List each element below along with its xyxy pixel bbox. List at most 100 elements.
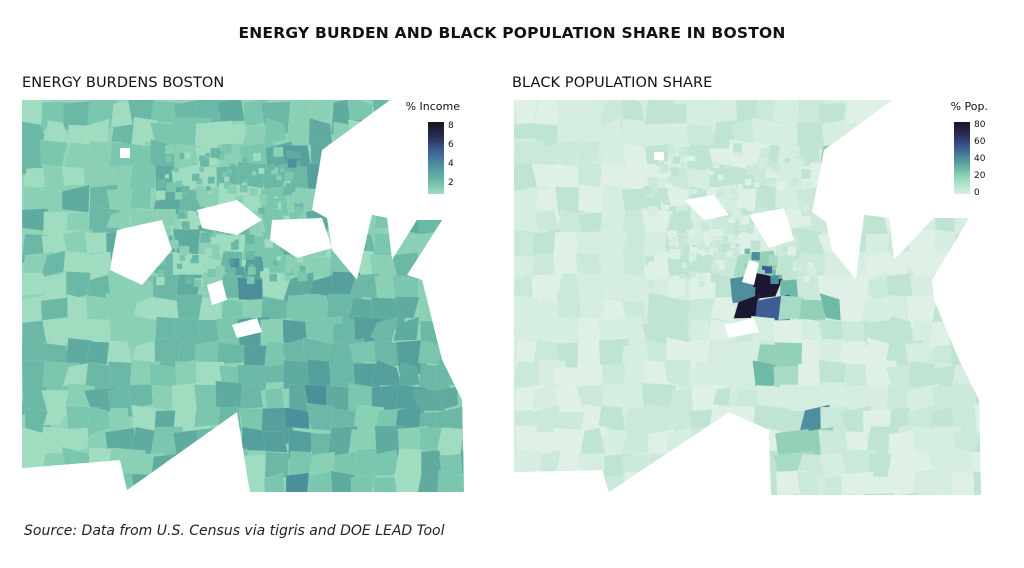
tract xyxy=(729,472,765,495)
tract xyxy=(458,361,464,385)
legend-title: % Pop. xyxy=(950,100,988,113)
tract xyxy=(645,256,655,265)
tract xyxy=(306,469,340,492)
tract xyxy=(974,404,981,434)
tract xyxy=(733,143,743,153)
tract xyxy=(42,316,71,346)
tract xyxy=(248,267,256,275)
tract xyxy=(666,184,690,207)
tract xyxy=(263,431,289,453)
tract xyxy=(347,119,382,153)
tract xyxy=(709,187,717,195)
tract xyxy=(192,215,203,226)
tract xyxy=(649,184,658,192)
tract xyxy=(954,208,981,235)
tract xyxy=(263,262,269,269)
tract xyxy=(678,148,688,157)
legend-title: % Income xyxy=(405,100,460,113)
legend-tick-label: 8 xyxy=(448,120,454,131)
tract xyxy=(800,216,811,226)
tract xyxy=(784,158,790,164)
tract xyxy=(713,240,721,248)
tract xyxy=(574,231,602,254)
legend-black-share: % Pop. 80 60 40 20 0 xyxy=(918,100,988,210)
tract xyxy=(689,193,699,203)
tract xyxy=(685,222,693,230)
tract xyxy=(456,384,464,417)
tract xyxy=(156,190,166,200)
tract xyxy=(707,492,746,495)
tract xyxy=(795,470,819,495)
tract xyxy=(185,146,192,152)
tract xyxy=(685,151,696,162)
tract xyxy=(514,473,533,495)
tract xyxy=(974,296,981,328)
tract xyxy=(735,243,740,248)
tract xyxy=(225,157,232,164)
tract xyxy=(687,470,722,495)
tract xyxy=(199,155,205,162)
tract xyxy=(690,157,700,167)
tract xyxy=(771,163,781,173)
tract xyxy=(708,472,732,495)
tract xyxy=(284,265,293,274)
tract xyxy=(574,120,603,148)
tract xyxy=(43,406,68,426)
panel-title-black-share: BLACK POPULATION SHARE xyxy=(512,75,713,91)
tract xyxy=(435,363,463,387)
tract xyxy=(280,167,285,173)
legend-colorbar xyxy=(428,122,444,194)
tract xyxy=(230,258,240,268)
tract xyxy=(531,253,562,280)
tract xyxy=(148,275,154,282)
tract xyxy=(952,249,975,276)
tract xyxy=(711,449,736,477)
tract xyxy=(41,470,62,492)
tract xyxy=(954,497,984,498)
tract xyxy=(210,251,219,260)
tract xyxy=(973,250,981,279)
tract xyxy=(805,161,811,167)
tract xyxy=(263,117,288,146)
tract xyxy=(649,271,658,280)
tract xyxy=(352,186,387,219)
tract xyxy=(165,144,175,155)
tract xyxy=(351,162,387,197)
tract xyxy=(443,316,464,347)
tract xyxy=(276,175,282,181)
tract xyxy=(643,239,654,249)
tract xyxy=(282,181,289,187)
tract xyxy=(200,232,211,243)
tract xyxy=(158,269,165,277)
tract xyxy=(931,300,959,324)
tract xyxy=(245,251,255,260)
tract xyxy=(928,251,954,277)
tract xyxy=(721,242,731,252)
tract xyxy=(245,234,255,245)
tract xyxy=(204,248,213,257)
tract xyxy=(769,169,778,178)
tract xyxy=(792,251,800,259)
tract xyxy=(276,256,281,261)
tract xyxy=(744,263,749,269)
tract xyxy=(285,271,290,276)
tract xyxy=(173,166,179,173)
tract xyxy=(263,472,285,492)
tract xyxy=(556,493,587,495)
tract xyxy=(619,428,650,454)
tract xyxy=(460,185,464,212)
tract xyxy=(645,452,675,486)
tract xyxy=(284,171,294,181)
tract xyxy=(230,163,236,170)
tract xyxy=(673,156,681,164)
tract xyxy=(231,242,239,250)
tract xyxy=(807,262,814,269)
tract xyxy=(764,266,773,274)
water-area xyxy=(749,208,794,248)
tract xyxy=(296,161,301,166)
tract xyxy=(731,204,738,211)
tract xyxy=(746,164,756,175)
tract xyxy=(61,184,90,213)
tract xyxy=(807,267,816,276)
tract xyxy=(216,255,222,261)
